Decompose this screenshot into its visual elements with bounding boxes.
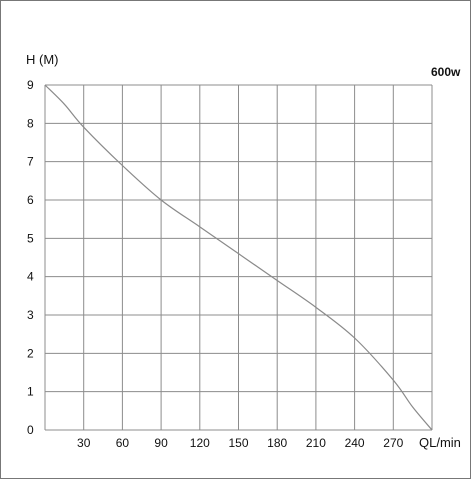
- x-tick-label: 120: [190, 436, 210, 450]
- y-tick-label: 2: [27, 346, 34, 360]
- y-tick-label: 9: [27, 78, 34, 92]
- x-axis-label: QL/min: [419, 435, 461, 450]
- y-axis-label: H (M): [26, 52, 59, 67]
- x-tick-label: 210: [306, 436, 326, 450]
- x-tick-label: 60: [116, 436, 130, 450]
- x-tick-label: 180: [267, 436, 287, 450]
- y-tick-label: 0: [27, 423, 34, 437]
- x-tick-label: 150: [228, 436, 248, 450]
- head-flow-curve: [44, 84, 433, 431]
- x-tick-label: 90: [154, 436, 168, 450]
- x-tick-labels: 30 60 90 120 150 180 210 240 270: [77, 436, 404, 450]
- x-tick-label: 30: [77, 436, 91, 450]
- y-tick-label: 7: [27, 155, 34, 169]
- y-tick-label: 4: [27, 270, 34, 284]
- y-tick-label: 1: [27, 385, 34, 399]
- x-tick-label: 270: [383, 436, 403, 450]
- chart-title-power: 600w: [431, 65, 461, 79]
- y-tick-label: 6: [27, 193, 34, 207]
- y-tick-label: 8: [27, 116, 34, 130]
- grid-group: [45, 84, 432, 431]
- plot-frame-group: [44, 84, 433, 431]
- x-tick-label: 240: [345, 436, 365, 450]
- curve-group: [44, 84, 433, 431]
- y-tick-label: 3: [27, 308, 34, 322]
- y-tick-labels: 0 1 2 3 4 5 6 7 8 9: [27, 78, 34, 437]
- y-tick-label: 5: [27, 231, 34, 245]
